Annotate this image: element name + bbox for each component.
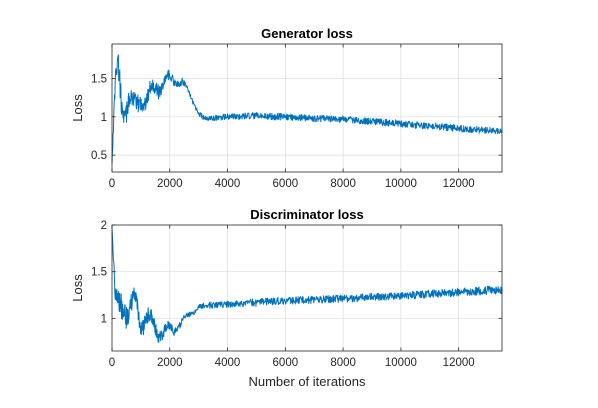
discriminator-ytick-label-0: 1 — [101, 313, 107, 325]
discriminator-xtick-label-6: 12000 — [443, 357, 475, 369]
discriminator-ytick-label-1: 1.5 — [91, 267, 107, 279]
generator-xtick-label-0: 0 — [109, 178, 115, 190]
generator-xtick-label-4: 8000 — [330, 178, 356, 190]
generator-loss-line — [111, 54, 503, 164]
generator-title: Generator loss — [261, 26, 353, 41]
generator-xtick-label-6: 12000 — [443, 178, 475, 190]
discriminator-loss-plot: 0 2000 4000 6000 8000 10000 12000 1 1.5 2 Discrim… — [70, 207, 503, 389]
discriminator-series — [111, 227, 503, 343]
discriminator-xtick-label-4: 8000 — [330, 357, 356, 369]
discriminator-xtick-label-1: 2000 — [157, 357, 183, 369]
discriminator-ylabel: Loss — [70, 274, 85, 302]
discriminator-loss-line — [111, 227, 503, 343]
discriminator-ticks: 0 2000 4000 6000 8000 10000 12000 1 1.5 2 — [91, 220, 502, 369]
generator-ytick-label-0: 0.5 — [91, 150, 107, 162]
generator-axes-frame — [111, 43, 503, 173]
discriminator-xtick-label-0: 0 — [109, 357, 115, 369]
discriminator-axes-frame — [111, 224, 503, 352]
generator-xtick-label-5: 10000 — [385, 178, 417, 190]
generator-ytick-label-1: 1 — [101, 112, 107, 124]
generator-xtick-label-1: 2000 — [157, 178, 183, 190]
discriminator-xtick-label-5: 10000 — [385, 357, 417, 369]
discriminator-ytick-label-2: 2 — [101, 220, 107, 232]
generator-loss-plot: 0 2000 4000 6000 8000 10000 12000 0.5 1 1.5 Gener… — [70, 26, 503, 190]
generator-xtick-label-3: 6000 — [273, 178, 299, 190]
generator-ytick-label-2: 1.5 — [91, 73, 107, 85]
discriminator-xlabel: Number of iterations — [248, 374, 366, 389]
generator-xtick-label-2: 4000 — [215, 178, 241, 190]
generator-ylabel: Loss — [70, 94, 85, 122]
generator-ticks: 0 2000 4000 6000 8000 10000 12000 0.5 1 1.5 — [91, 44, 502, 190]
discriminator-title: Discriminator loss — [250, 207, 363, 222]
generator-grid — [112, 44, 502, 172]
discriminator-xtick-label-3: 6000 — [273, 357, 299, 369]
generator-series — [111, 54, 503, 164]
discriminator-grid — [112, 225, 502, 351]
discriminator-xtick-label-2: 4000 — [215, 357, 241, 369]
